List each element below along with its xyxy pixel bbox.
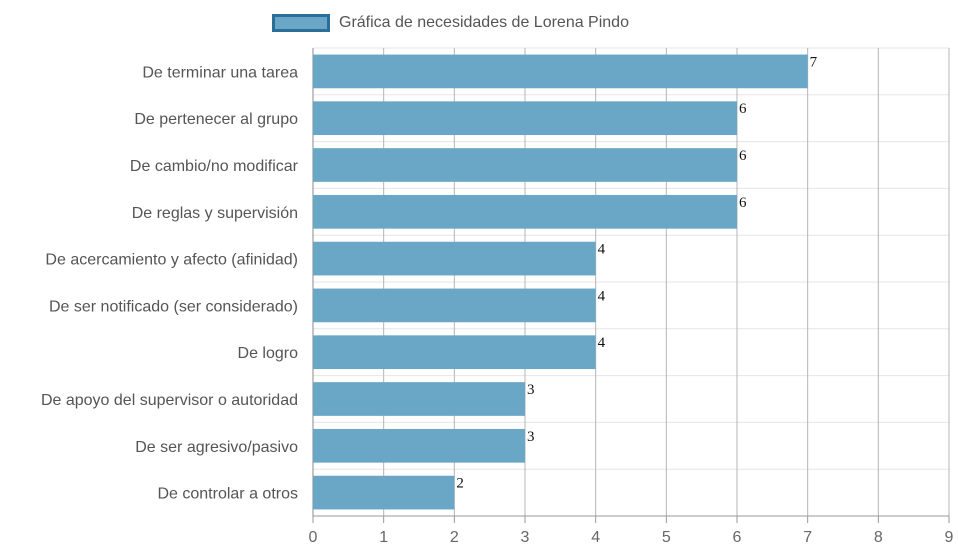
category-label: De acercamiento y afecto (afinidad) xyxy=(45,252,298,269)
x-tick-label: 7 xyxy=(803,529,812,546)
data-label: 3 xyxy=(527,382,535,398)
x-tick-label: 5 xyxy=(662,529,671,546)
bar[interactable] xyxy=(313,101,737,136)
labels: 0 1 2 3 4 5 6 7 8 9 De terminar una tarea 7 De perte… xyxy=(41,54,954,546)
data-label: 3 xyxy=(527,429,535,445)
category-label: De ser notificado (ser considerado) xyxy=(49,298,298,315)
x-tick-label: 2 xyxy=(450,529,459,546)
data-label: 2 xyxy=(456,476,464,492)
legend-swatch xyxy=(272,14,330,32)
x-tick-label: 6 xyxy=(733,529,742,546)
bar[interactable] xyxy=(313,241,596,276)
data-label: 4 xyxy=(598,242,606,258)
category-label: De logro xyxy=(238,345,299,362)
category-label: De apoyo del supervisor o autoridad xyxy=(41,392,298,409)
bars xyxy=(313,54,808,510)
bar[interactable] xyxy=(313,148,737,182)
x-tick-label: 1 xyxy=(379,529,388,546)
category-label: De ser agresivo/pasivo xyxy=(135,439,298,456)
chart-legend[interactable]: Gráfica de necesidades de Lorena Pindo xyxy=(272,10,629,36)
data-label: 6 xyxy=(739,101,747,117)
x-tick-label: 0 xyxy=(309,529,318,546)
bar[interactable] xyxy=(313,475,455,510)
data-label: 6 xyxy=(739,195,747,211)
bar[interactable] xyxy=(313,54,808,89)
bar[interactable] xyxy=(313,428,525,463)
category-label: De controlar a otros xyxy=(157,486,298,503)
legend-label: Gráfica de necesidades de Lorena Pindo xyxy=(339,14,629,31)
bar[interactable] xyxy=(313,288,596,323)
data-label: 7 xyxy=(810,54,818,70)
category-label: De pertenecer al grupo xyxy=(134,111,298,128)
category-label: De terminar una tarea xyxy=(142,64,298,81)
x-tick-label: 8 xyxy=(874,529,883,546)
bar[interactable] xyxy=(313,382,525,416)
data-label: 6 xyxy=(739,148,747,164)
category-label: De cambio/no modificar xyxy=(130,158,299,175)
x-tick-label: 4 xyxy=(591,529,600,546)
data-label: 4 xyxy=(598,335,606,351)
bar[interactable] xyxy=(313,335,596,370)
data-label: 4 xyxy=(598,288,606,304)
x-tick-label: 3 xyxy=(521,529,530,546)
bar[interactable] xyxy=(313,194,737,229)
x-tick-label: 9 xyxy=(945,529,954,546)
category-label: De reglas y supervisión xyxy=(132,205,298,222)
